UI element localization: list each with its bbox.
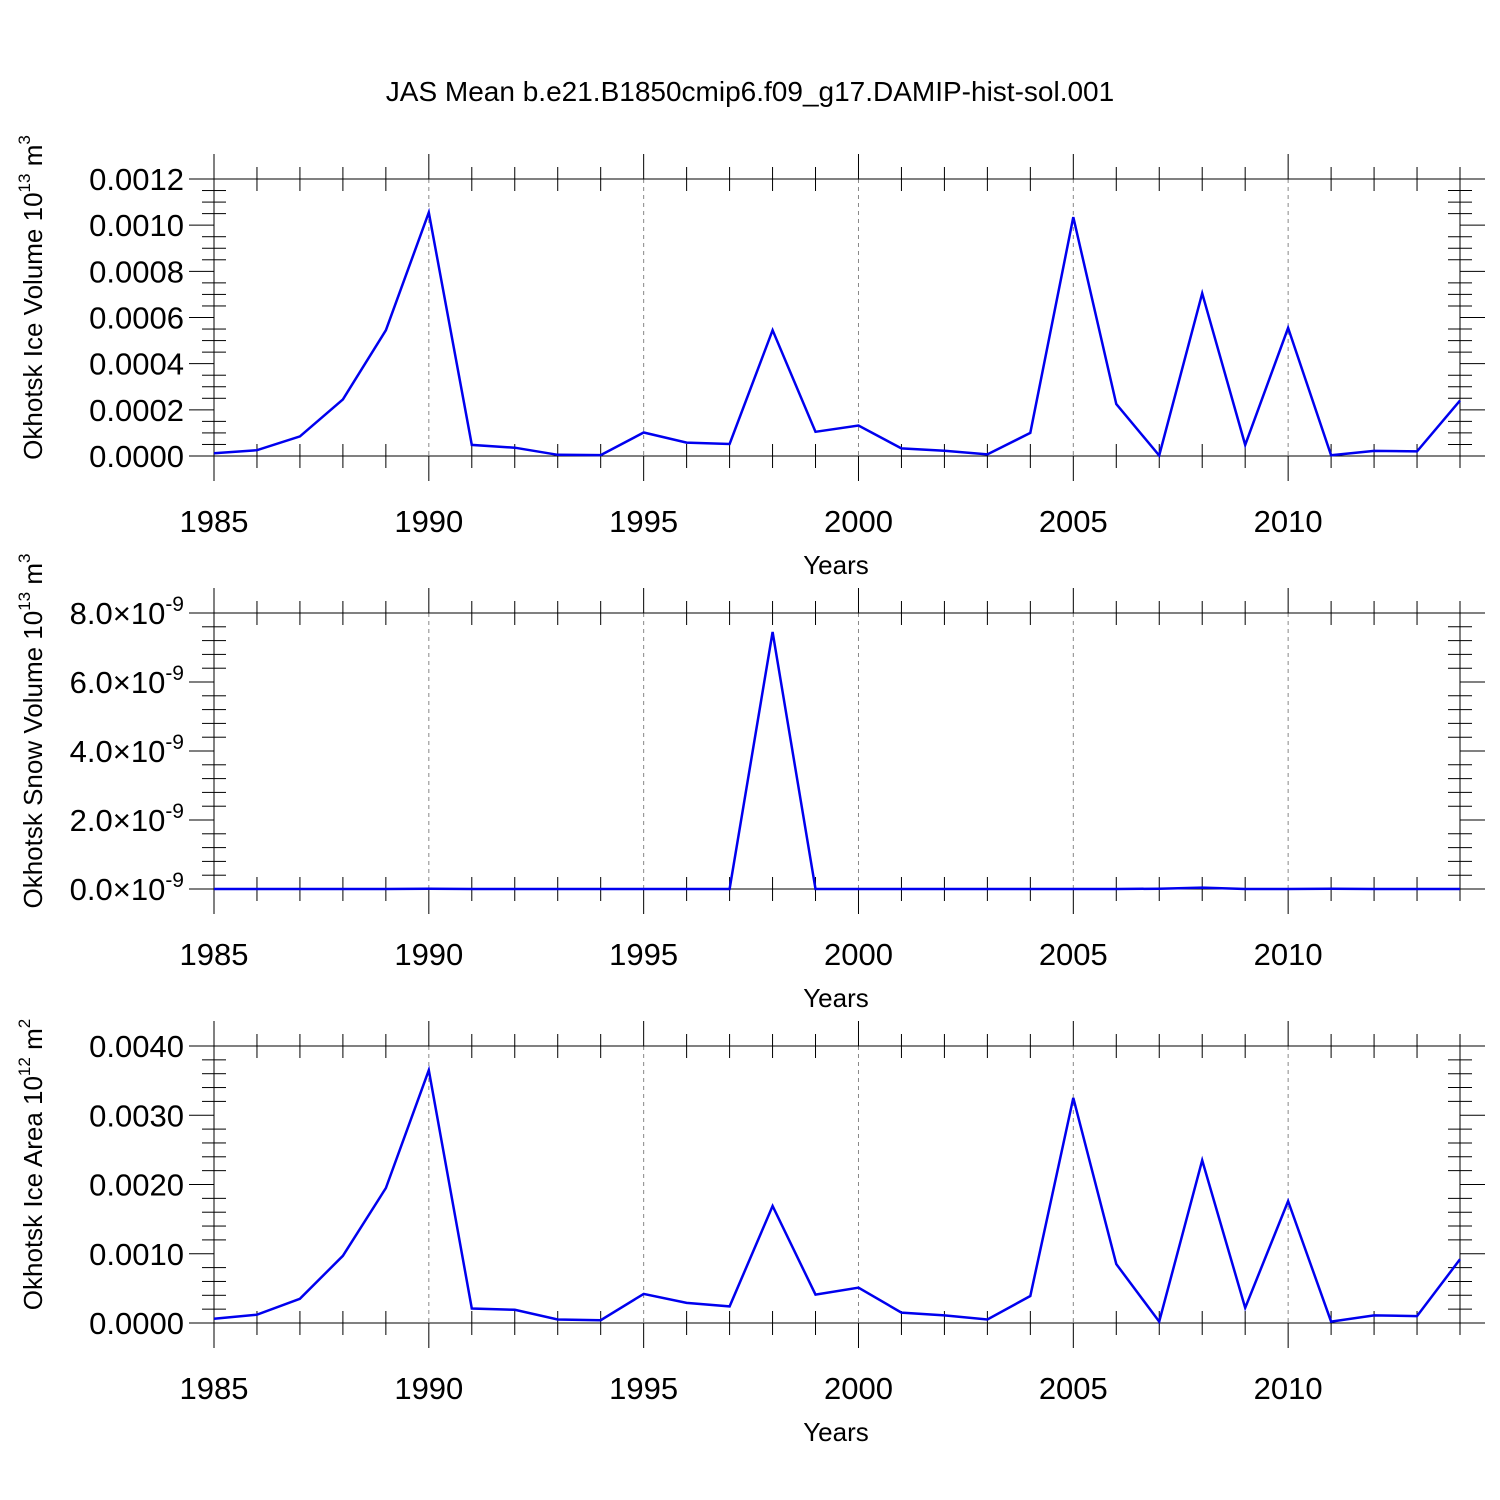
x-axis-label: Years: [803, 983, 869, 1013]
x-tick-label: 2005: [1039, 1371, 1108, 1406]
y-tick-label: 4.0×10-9: [70, 731, 184, 769]
x-tick-label: 1985: [180, 504, 249, 539]
plot-frame: [213, 612, 1461, 890]
x-tick-label: 2000: [824, 937, 893, 972]
y-tick-label: 6.0×10-9: [70, 662, 184, 700]
x-tick-label: 1985: [180, 1371, 249, 1406]
y-axis-label: Okhotsk Ice Area 1012 m2: [15, 1019, 48, 1310]
panel-ice-area: 1985 1990 1995 2000 2005 2010 Years 0.0000 0.001…: [15, 1019, 1485, 1447]
x-tick-label: 1995: [609, 504, 678, 539]
x-tick-label: 2010: [1254, 937, 1323, 972]
x-tick-label: 1995: [609, 1371, 678, 1406]
y-tick-label: 0.0020: [89, 1168, 184, 1203]
y-tick-label: 0.0002: [89, 393, 184, 428]
x-tick-label: 2000: [824, 504, 893, 539]
x-tick-label: 2010: [1254, 504, 1323, 539]
y-tick-label: 0.0006: [89, 301, 184, 336]
x-tick-label: 2005: [1039, 504, 1108, 539]
figure-title: JAS Mean b.e21.B1850cmip6.f09_g17.DAMIP-…: [385, 76, 1115, 107]
x-tick-label: 1990: [394, 1371, 463, 1406]
y-tick-label: 0.0008: [89, 254, 184, 289]
plot-frame: [213, 1045, 1461, 1324]
y-tick-label: 0.0000: [89, 439, 184, 474]
x-tick-label: 1990: [394, 937, 463, 972]
x-tick-label: 2005: [1039, 937, 1108, 972]
y-tick-label: 0.0010: [89, 208, 184, 243]
x-tick-label: 1995: [609, 937, 678, 972]
y-tick-label: 8.0×10-9: [70, 593, 184, 631]
y-tick-label: 2.0×10-9: [70, 800, 184, 838]
y-axis-label: Okhotsk Snow Volume 1013 m3: [15, 554, 48, 909]
y-tick-label: 0.0012: [89, 162, 184, 197]
y-axis-label: Okhotsk Ice Volume 1013 m3: [15, 135, 48, 460]
y-tick-label: 0.0030: [89, 1098, 184, 1133]
x-tick-label: 1985: [180, 937, 249, 972]
series-line: [214, 631, 1460, 891]
x-tick-label: 2000: [824, 1371, 893, 1406]
x-axis-label: Years: [803, 1417, 869, 1447]
panel-snow-volume: 1985 1990 1995 2000 2005 2010 Years 0.0×10-9 2.0…: [15, 554, 1485, 1013]
y-tick-label: 0.0×10-9: [70, 869, 184, 907]
y-tick-label: 0.0004: [89, 347, 184, 382]
y-tick-label: 0.0000: [89, 1306, 184, 1341]
y-tick-label: 0.0040: [89, 1029, 184, 1064]
series-line: [213, 1065, 1461, 1325]
plot-frame: [213, 178, 1461, 457]
y-tick-label: 0.0010: [89, 1237, 184, 1272]
x-tick-label: 1990: [394, 504, 463, 539]
x-axis-label: Years: [803, 550, 869, 580]
series-line: [213, 207, 1461, 459]
x-tick-label: 2010: [1254, 1371, 1323, 1406]
panel-ice-volume: 1985 1990 1995 2000 2005 2010 Years 0.0000 0.000…: [15, 135, 1485, 580]
